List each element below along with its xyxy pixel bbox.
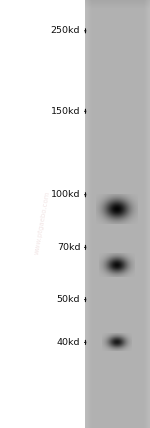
Text: 100kd: 100kd: [51, 190, 80, 199]
Text: 50kd: 50kd: [57, 295, 80, 304]
Text: 70kd: 70kd: [57, 243, 80, 252]
Text: 40kd: 40kd: [57, 338, 80, 347]
Text: 150kd: 150kd: [51, 107, 80, 116]
Text: 250kd: 250kd: [51, 26, 80, 36]
Text: www.ptgaebo.com: www.ptgaebo.com: [33, 190, 51, 255]
